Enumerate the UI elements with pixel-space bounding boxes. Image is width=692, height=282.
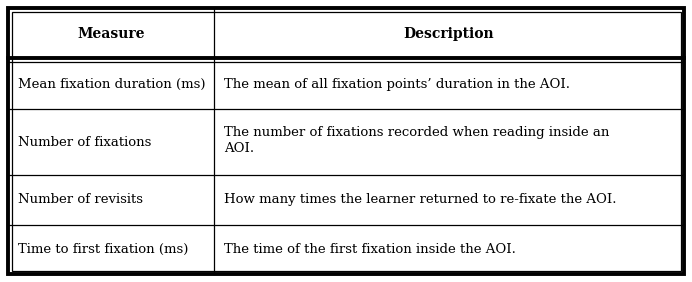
Text: Number of revisits: Number of revisits: [18, 193, 143, 206]
Text: Description: Description: [403, 27, 494, 41]
Text: Number of fixations: Number of fixations: [18, 136, 152, 149]
Text: The time of the first fixation inside the AOI.: The time of the first fixation inside th…: [224, 243, 516, 256]
Text: AOI.: AOI.: [224, 142, 254, 155]
Text: Measure: Measure: [78, 27, 145, 41]
Text: The mean of all fixation points’ duration in the AOI.: The mean of all fixation points’ duratio…: [224, 78, 570, 91]
Text: How many times the learner returned to re-fixate the AOI.: How many times the learner returned to r…: [224, 193, 617, 206]
Text: Time to first fixation (ms): Time to first fixation (ms): [18, 243, 188, 256]
Text: Mean fixation duration (ms): Mean fixation duration (ms): [18, 78, 206, 91]
Text: The number of fixations recorded when reading inside an: The number of fixations recorded when re…: [224, 126, 610, 139]
